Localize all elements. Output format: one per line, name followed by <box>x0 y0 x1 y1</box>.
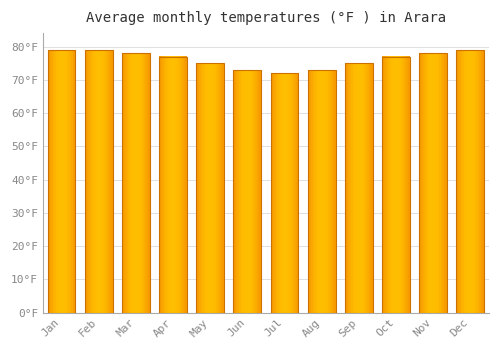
Bar <box>196 63 224 313</box>
Bar <box>85 50 112 313</box>
Bar <box>122 53 150 313</box>
Bar <box>48 50 76 313</box>
Bar <box>382 56 410 313</box>
Bar <box>270 73 298 313</box>
Bar <box>234 70 262 313</box>
Bar <box>419 53 447 313</box>
Bar <box>345 63 373 313</box>
Bar <box>308 70 336 313</box>
Title: Average monthly temperatures (°F ) in Arara: Average monthly temperatures (°F ) in Ar… <box>86 11 446 25</box>
Bar <box>159 56 187 313</box>
Bar <box>456 50 484 313</box>
